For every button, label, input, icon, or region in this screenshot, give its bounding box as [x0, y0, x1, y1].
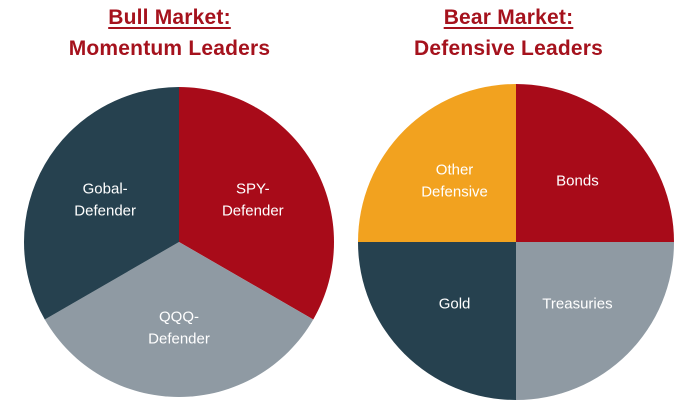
- bull-market-title: Bull Market:: [108, 6, 231, 29]
- slice-label-gobal-defender: Gobal- Defender: [74, 180, 136, 219]
- pie-slice-treasuries: [516, 242, 674, 400]
- slice-label-line: Defender: [148, 330, 210, 347]
- slice-label-bonds: Bonds: [556, 173, 599, 190]
- bull-market-subtitle: Momentum Leaders: [68, 37, 271, 60]
- pie-slice-other-defensive: [358, 84, 516, 242]
- bear-market-title: Bear Market:: [443, 6, 574, 29]
- bear-market-subtitle: Defensive Leaders: [414, 37, 603, 60]
- pie-slice-gold: [358, 242, 516, 400]
- slice-label-line: Bonds: [556, 173, 599, 190]
- slice-label-line: Gold: [439, 295, 471, 312]
- slice-label-line: Gobal-: [83, 180, 128, 197]
- slice-label-gold: Gold: [439, 295, 471, 312]
- pie-slice-spy-defender: [179, 87, 335, 320]
- pie-slice-qqq-defender: [44, 242, 314, 397]
- pie-slice-gobal-defender: [24, 86, 179, 320]
- slice-label-line: SPY-: [236, 180, 270, 197]
- bull-market-pie: SPY- Defender QQQ- Defender Gobal- Defender: [24, 86, 335, 397]
- bear-market-chart: Bear Market: Defensive Leaders Bonds Trea…: [339, 0, 678, 410]
- slice-label-qqq-defender: QQQ- Defender: [148, 308, 210, 347]
- bull-market-chart: Bull Market: Momentum Leaders SPY- Defend…: [24, 6, 335, 397]
- slice-label-spy-defender: SPY- Defender: [222, 180, 284, 219]
- slice-label-treasuries: Treasuries: [542, 295, 612, 312]
- slice-label-line: Other: [436, 162, 474, 179]
- slice-label-other-defensive: Other Defensive: [421, 162, 488, 201]
- slice-label-line: Defender: [74, 202, 136, 219]
- slice-label-line: Defensive: [421, 184, 488, 201]
- bear-market-pie: Bonds Treasuries Gold Other Defensive: [358, 84, 674, 400]
- slice-label-line: Defender: [222, 202, 284, 219]
- slice-label-line: Treasuries: [542, 295, 612, 312]
- pie-slice-bonds: [516, 84, 674, 242]
- slice-label-line: QQQ-: [159, 308, 199, 325]
